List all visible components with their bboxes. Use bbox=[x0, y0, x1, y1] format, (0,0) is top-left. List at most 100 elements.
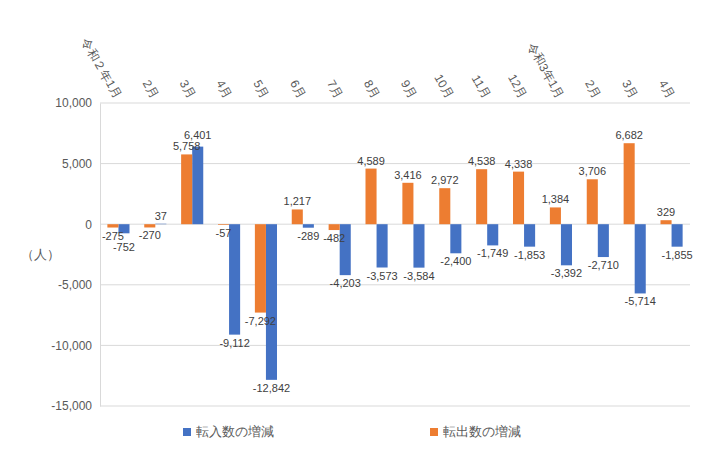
bar bbox=[266, 224, 277, 380]
x-tick-label: 3月 bbox=[619, 77, 640, 100]
y-tick-label: -15,000 bbox=[51, 399, 92, 413]
x-tick: 2月 bbox=[582, 77, 603, 100]
data-label: 1,384 bbox=[542, 193, 570, 205]
x-tick-label: 11月 bbox=[469, 72, 493, 100]
x-tick-label: 3月 bbox=[177, 77, 198, 100]
grid-line bbox=[100, 406, 690, 407]
bar bbox=[561, 224, 572, 265]
x-tick: 4月 bbox=[656, 77, 677, 100]
bar bbox=[524, 224, 535, 246]
legend: 転入数の増減 転出数の増減 bbox=[183, 424, 521, 439]
bar bbox=[218, 224, 229, 226]
data-label: -482 bbox=[323, 232, 345, 244]
y-tick: -5,000 bbox=[58, 278, 100, 292]
x-tick: 3月 bbox=[619, 77, 640, 100]
x-tick-label: 令和２年1月 bbox=[79, 36, 124, 101]
legend-label: 転入数の増減 bbox=[196, 424, 274, 439]
legend-label: 転出数の増減 bbox=[443, 424, 521, 439]
data-labels: -752376,401-9,112-12,842-289-4,203-3,573… bbox=[102, 129, 693, 394]
data-label: 2,972 bbox=[431, 174, 459, 186]
data-label: 6,682 bbox=[615, 129, 643, 141]
x-tick: 4月 bbox=[213, 77, 234, 100]
bar bbox=[550, 207, 561, 224]
data-label: -2,710 bbox=[588, 259, 619, 271]
chart: -15,000 -10,000 -5,000 0 5,000 10,000 （人） 令和２年1… bbox=[0, 0, 720, 460]
data-label: -3,573 bbox=[366, 270, 397, 282]
data-label: -7,292 bbox=[245, 315, 276, 327]
bar bbox=[292, 209, 303, 224]
y-tick: 0 bbox=[85, 218, 100, 232]
data-label: 3,706 bbox=[579, 165, 607, 177]
x-tick: 2月 bbox=[140, 77, 161, 100]
x-tick: 12月 bbox=[505, 72, 530, 101]
data-label: 5,758 bbox=[173, 140, 201, 152]
grid-line bbox=[100, 103, 690, 104]
bar bbox=[587, 179, 598, 224]
bar bbox=[661, 220, 672, 224]
x-tick-label: 令和3年1月 bbox=[524, 40, 567, 100]
bar bbox=[598, 224, 609, 257]
x-tick-label: 10月 bbox=[431, 72, 456, 101]
y-tick: -10,000 bbox=[51, 339, 100, 353]
x-tick: 3月 bbox=[177, 77, 198, 100]
data-label: 4,589 bbox=[357, 155, 385, 167]
legend-swatch bbox=[183, 428, 191, 436]
x-axis: 令和２年1月 2月 3月 4月 5月 6月 7月 8月 9月 10月 11月 12月令和3年1月 2月 3… bbox=[79, 36, 678, 101]
x-tick-label: 2月 bbox=[140, 77, 161, 100]
x-tick-label: 4月 bbox=[656, 77, 677, 100]
x-tick: 6月 bbox=[287, 77, 308, 100]
data-label: -12,842 bbox=[253, 382, 290, 394]
y-tick: 10,000 bbox=[55, 96, 100, 110]
y-axis-line bbox=[100, 104, 101, 407]
data-label: -289 bbox=[297, 230, 319, 242]
bar bbox=[366, 169, 377, 225]
bar bbox=[487, 224, 498, 245]
data-label: -4,203 bbox=[330, 277, 361, 289]
data-label: -1,749 bbox=[477, 247, 508, 259]
bar bbox=[635, 224, 646, 293]
x-tick-label: 5月 bbox=[250, 77, 271, 100]
data-label: 4,538 bbox=[468, 155, 496, 167]
x-tick-label: 9月 bbox=[398, 77, 419, 100]
y-tick-label: -5,000 bbox=[58, 278, 92, 292]
x-tick: 8月 bbox=[361, 77, 382, 100]
x-tick-label: 8月 bbox=[361, 77, 382, 100]
bar bbox=[413, 224, 424, 267]
x-tick: 7月 bbox=[324, 77, 345, 100]
data-label: -752 bbox=[113, 241, 135, 253]
data-label: -270 bbox=[139, 229, 161, 241]
data-label: 329 bbox=[657, 206, 675, 218]
bar bbox=[624, 143, 635, 224]
x-tick: 11月 bbox=[469, 72, 493, 100]
bar bbox=[303, 224, 314, 228]
data-label: -9,112 bbox=[219, 337, 249, 349]
bar bbox=[377, 224, 388, 267]
bar bbox=[192, 147, 203, 225]
y-axis-title: （人） bbox=[21, 247, 60, 262]
bar bbox=[107, 224, 118, 227]
y-tick-label: -10,000 bbox=[51, 339, 92, 353]
bar bbox=[229, 224, 240, 334]
y-tick-label: 10,000 bbox=[55, 96, 92, 110]
legend-swatch bbox=[430, 428, 438, 436]
x-tick-label: 12月 bbox=[505, 72, 530, 101]
data-label: -5,714 bbox=[625, 295, 656, 307]
data-label: 1,217 bbox=[284, 195, 312, 207]
x-tick: 9月 bbox=[398, 77, 419, 100]
y-tick-label: 5,000 bbox=[62, 157, 92, 171]
bar-series bbox=[107, 143, 671, 312]
bar-series bbox=[118, 147, 682, 380]
y-tick: 5,000 bbox=[62, 157, 100, 171]
data-label: -1,855 bbox=[661, 249, 692, 261]
y-tick-label: 0 bbox=[85, 218, 92, 232]
bars bbox=[107, 143, 682, 380]
bar bbox=[181, 154, 192, 224]
x-tick: 令和3年1月 bbox=[524, 40, 567, 100]
x-tick-label: 2月 bbox=[582, 77, 603, 100]
data-label: 4,338 bbox=[505, 158, 533, 170]
y-tick: -15,000 bbox=[51, 399, 100, 413]
data-label: -275 bbox=[102, 230, 124, 242]
grid bbox=[100, 103, 690, 406]
x-tick-label: 7月 bbox=[324, 77, 345, 100]
bar bbox=[672, 224, 683, 246]
